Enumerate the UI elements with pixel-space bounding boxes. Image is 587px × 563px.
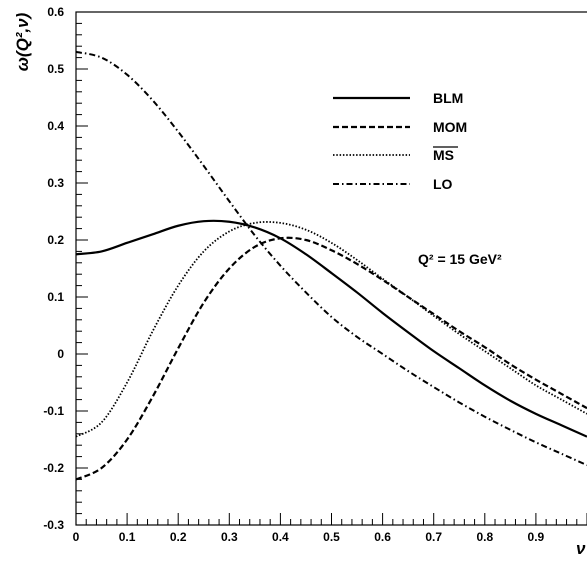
series-line-blm [75,219,587,438]
y-tick-label: 0.1 [47,290,64,304]
y-tick-label: 0.2 [47,233,64,247]
axis-ticks: -0.3 -0.2 -0.1 0 0.1 0.2 0.3 0.4 0.5 0.6 0 0.1 0.2 0.… [43,5,587,544]
x-tick-label: 0 [73,530,80,544]
series-line-mom [75,236,587,481]
y-tick-label: 0.5 [47,62,64,76]
x-tick-label: 0.6 [374,530,391,544]
plot-frame [75,11,587,526]
y-tick-label: 0.6 [47,5,64,19]
legend: BLM MOM MS LO [333,90,467,192]
x-tick-label: 0.1 [119,530,136,544]
x-axis-title: ν [576,539,586,558]
series-layer [75,50,587,481]
x-tick-label: 0.4 [272,530,289,544]
y-tick-label: 0 [57,347,64,361]
y-axis-title: ω(Q²,ν) [13,12,32,71]
legend-label-ms: MS [433,147,454,163]
x-tick-label: 0.2 [170,530,187,544]
y-tick-label: -0.3 [43,518,64,532]
x-tick-label: 0.5 [323,530,340,544]
legend-label-mom: MOM [433,119,467,135]
y-tick-label: -0.1 [43,404,64,418]
x-tick-label: 0.3 [221,530,238,544]
annotation-q2: Q² = 15 GeV² [418,251,502,267]
legend-label-blm: BLM [433,90,463,106]
series-line-ms [75,221,587,438]
y-tick-label: 0.4 [47,119,64,133]
y-tick-label: 0.3 [47,176,64,190]
x-tick-label: 0.7 [425,530,442,544]
plot-border [75,11,587,526]
y-tick-label: -0.2 [43,461,64,475]
series-line-lo [75,50,587,467]
x-tick-label: 0.9 [528,530,545,544]
x-tick-label: 0.8 [476,530,493,544]
legend-label-lo: LO [433,176,453,192]
